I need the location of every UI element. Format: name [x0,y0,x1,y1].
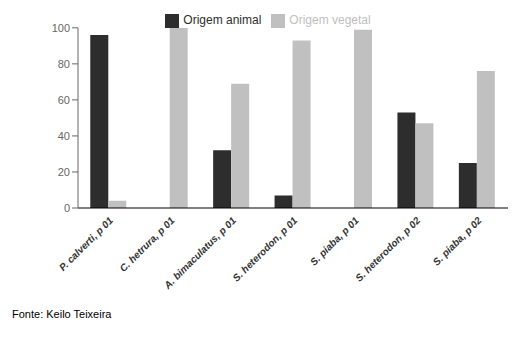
svg-text:C. hetrura, p 01: C. hetrura, p 01 [117,214,177,274]
svg-text:60: 60 [58,94,70,106]
svg-text:S. piaba, p 02: S. piaba, p 02 [431,214,484,267]
svg-text:0: 0 [64,202,70,214]
svg-text:100: 100 [52,22,70,34]
svg-text:40: 40 [58,130,70,142]
svg-text:S. heterodon, p 02: S. heterodon, p 02 [353,214,422,283]
svg-text:S. piaba, p 01: S. piaba, p 01 [308,214,361,267]
html-text:Fonte: Keilo Teixeira: Fonte: Keilo Teixeira [12,308,112,320]
svg-text:80: 80 [58,58,70,70]
html-text:Origem animal: Origem animal [183,13,262,27]
html-text:Origem vegetal: Origem vegetal [289,13,371,27]
svg-text:P. calverti, p 01: P. calverti, p 01 [57,214,116,273]
svg-text:A. bimaculatus, p 01: A. bimaculatus, p 01 [161,214,238,291]
svg-text:S. heterodon, p 01: S. heterodon, p 01 [230,214,299,283]
svg-text:20: 20 [58,166,70,178]
